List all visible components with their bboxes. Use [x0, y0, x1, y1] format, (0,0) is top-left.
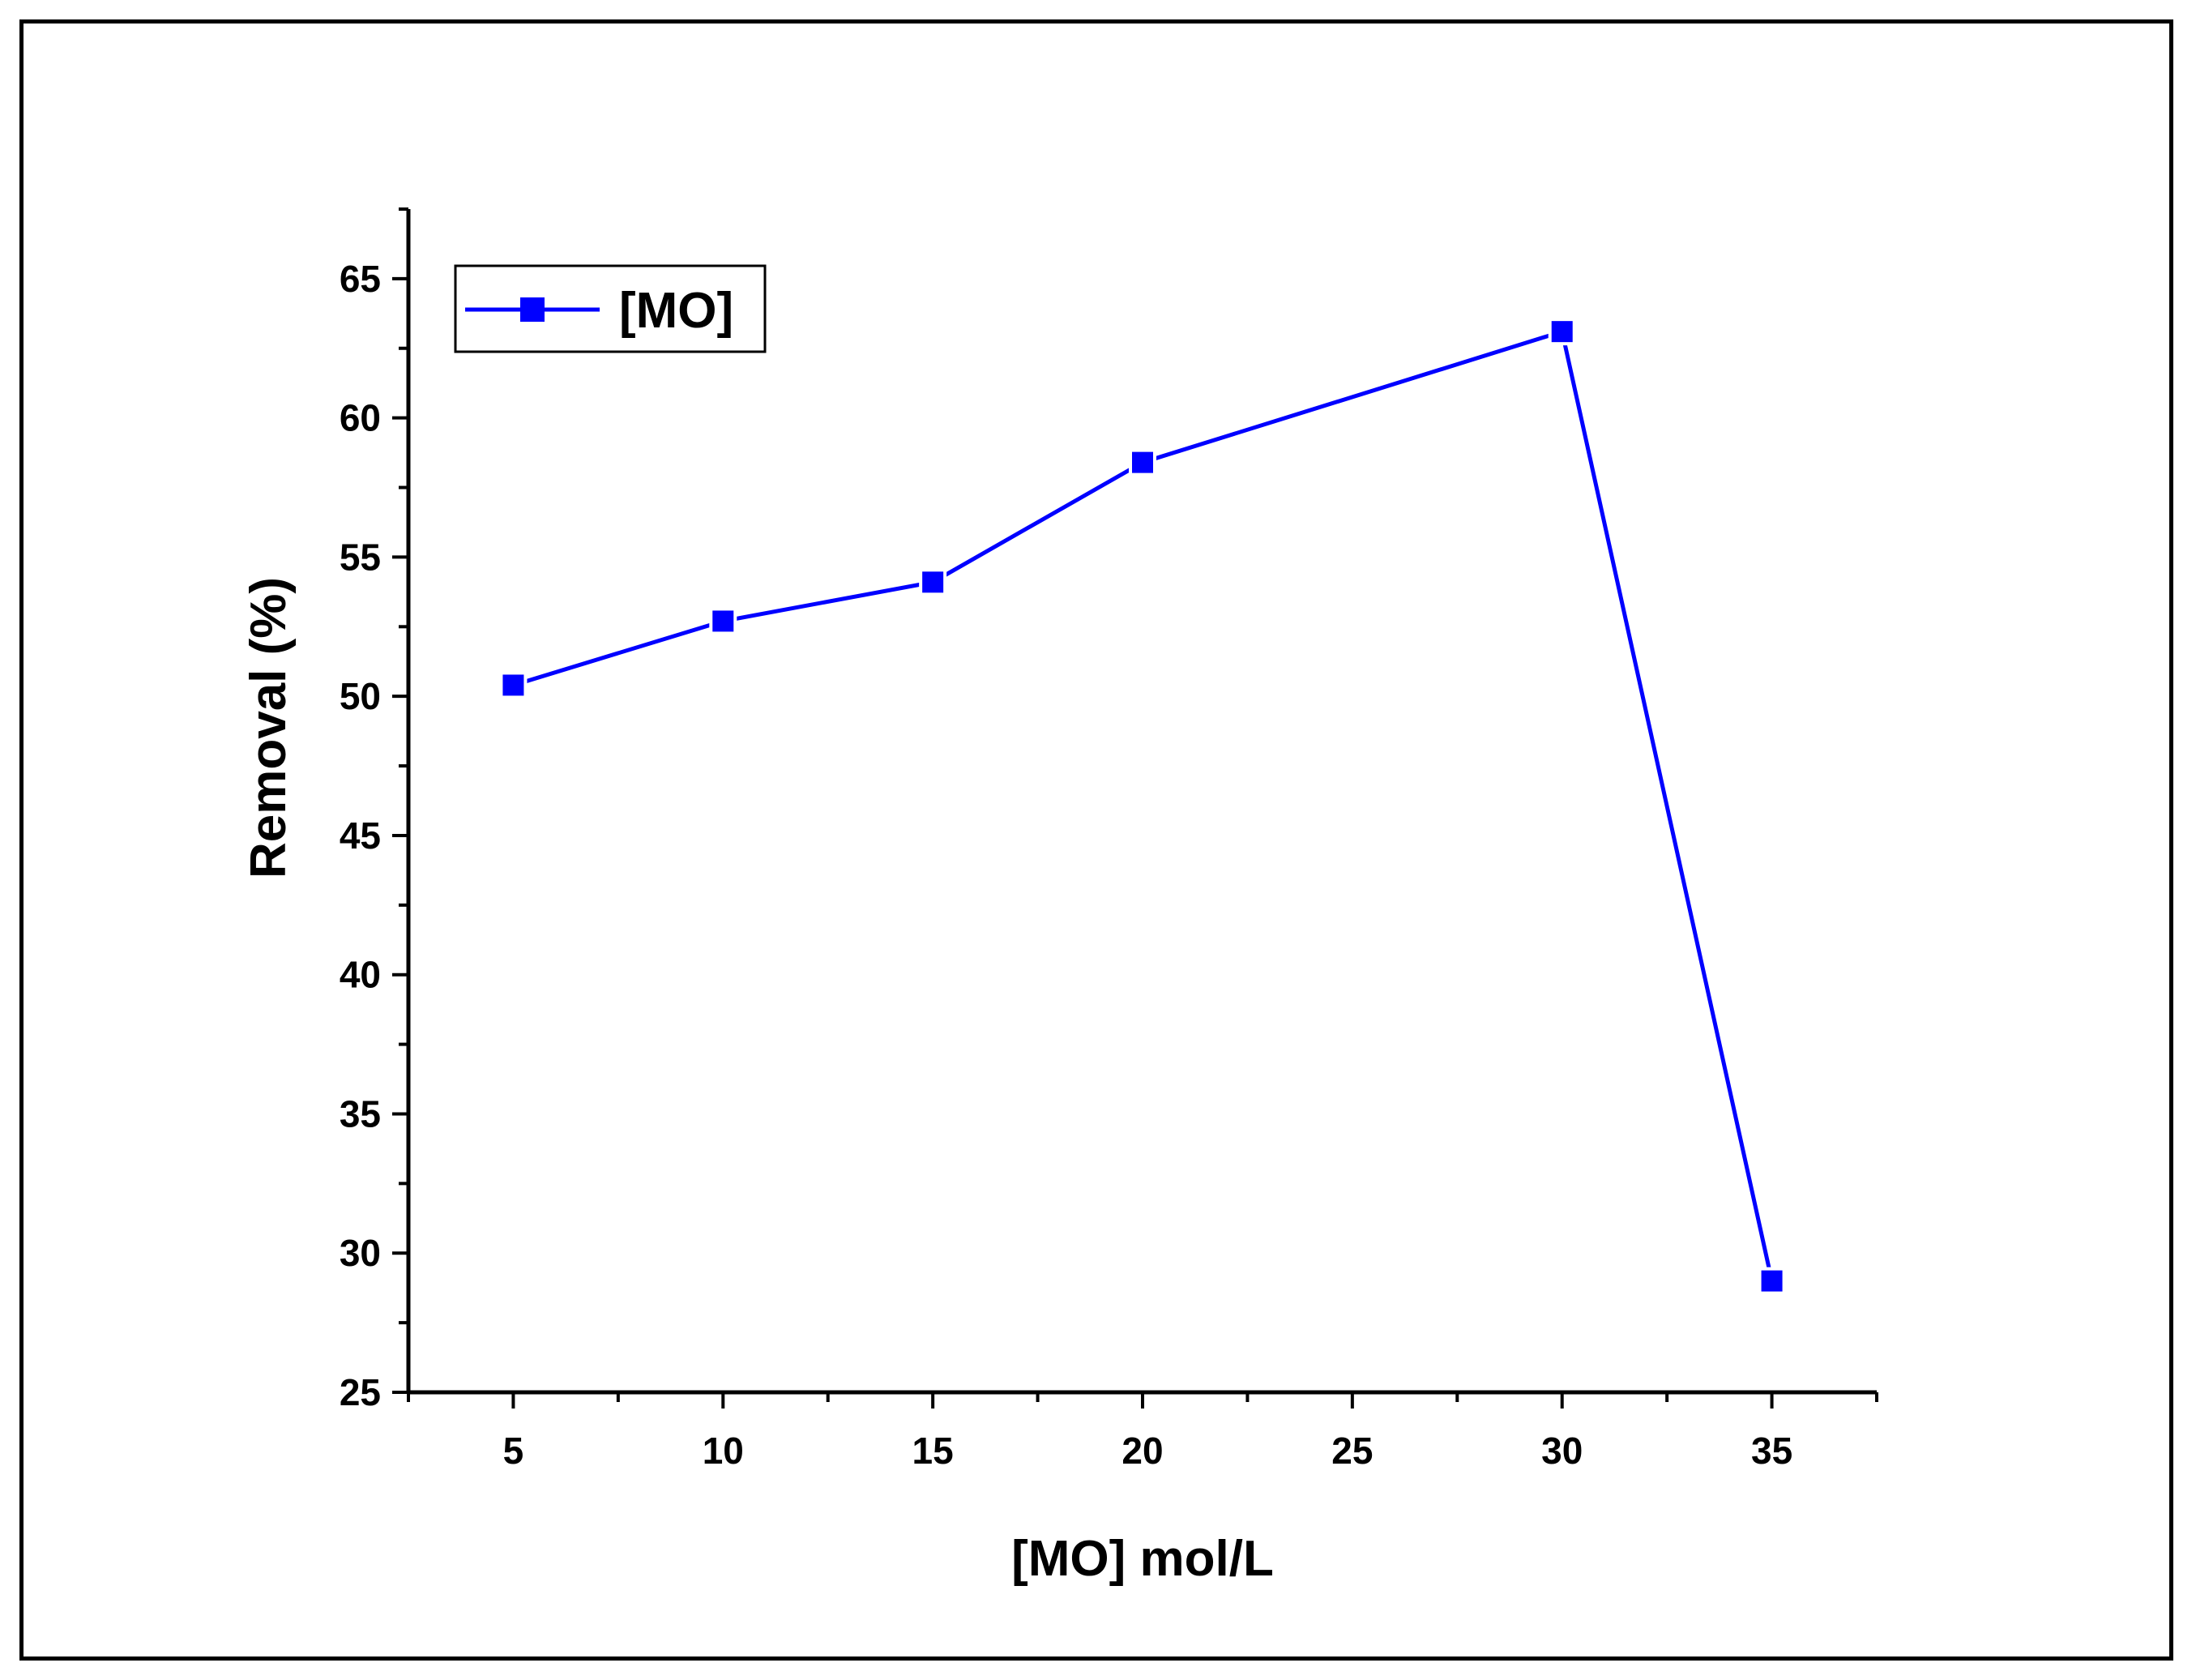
x-tick-label: 15 [912, 1430, 954, 1472]
series-line [512, 328, 1775, 1282]
data-point-marker [709, 607, 737, 635]
x-axis-title: [MO] mol/L [1011, 1531, 1274, 1587]
y-tick-label: 55 [340, 536, 381, 578]
x-tick-label: 30 [1541, 1430, 1583, 1472]
series-layer [499, 318, 1786, 1295]
x-tick-label: 20 [1121, 1430, 1163, 1472]
y-tick-label: 30 [340, 1232, 381, 1274]
y-tick-label: 45 [340, 814, 381, 857]
data-point-marker [1129, 448, 1156, 477]
x-tick-label: 10 [703, 1430, 744, 1472]
y-tick-label: 50 [340, 675, 381, 717]
data-point-marker [1548, 318, 1576, 346]
legend: [MO] [454, 264, 767, 353]
data-point-marker [919, 568, 947, 596]
axes [406, 209, 1877, 1395]
y-axis-ticks: 25 30 35 40 45 50 55 60 65 [340, 207, 408, 1413]
legend-label: [MO] [619, 283, 733, 339]
x-tick-label: 35 [1751, 1430, 1792, 1472]
x-tick-label: 25 [1331, 1430, 1373, 1472]
y-axis-title: Removal (%) [241, 577, 297, 878]
x-axis-ticks: 5 10 15 20 25 30 35 [407, 1392, 1878, 1472]
y-tick-label: 25 [340, 1371, 381, 1413]
y-tick-label: 60 [340, 397, 381, 439]
figure-frame [19, 19, 2173, 1661]
y-tick-label: 35 [340, 1092, 381, 1135]
data-point-marker [1758, 1267, 1786, 1295]
y-tick-label: 65 [340, 258, 381, 300]
y-tick-label: 40 [340, 954, 381, 996]
data-point-marker [499, 671, 528, 699]
legend-marker-square [520, 297, 545, 322]
x-tick-label: 5 [503, 1430, 524, 1472]
